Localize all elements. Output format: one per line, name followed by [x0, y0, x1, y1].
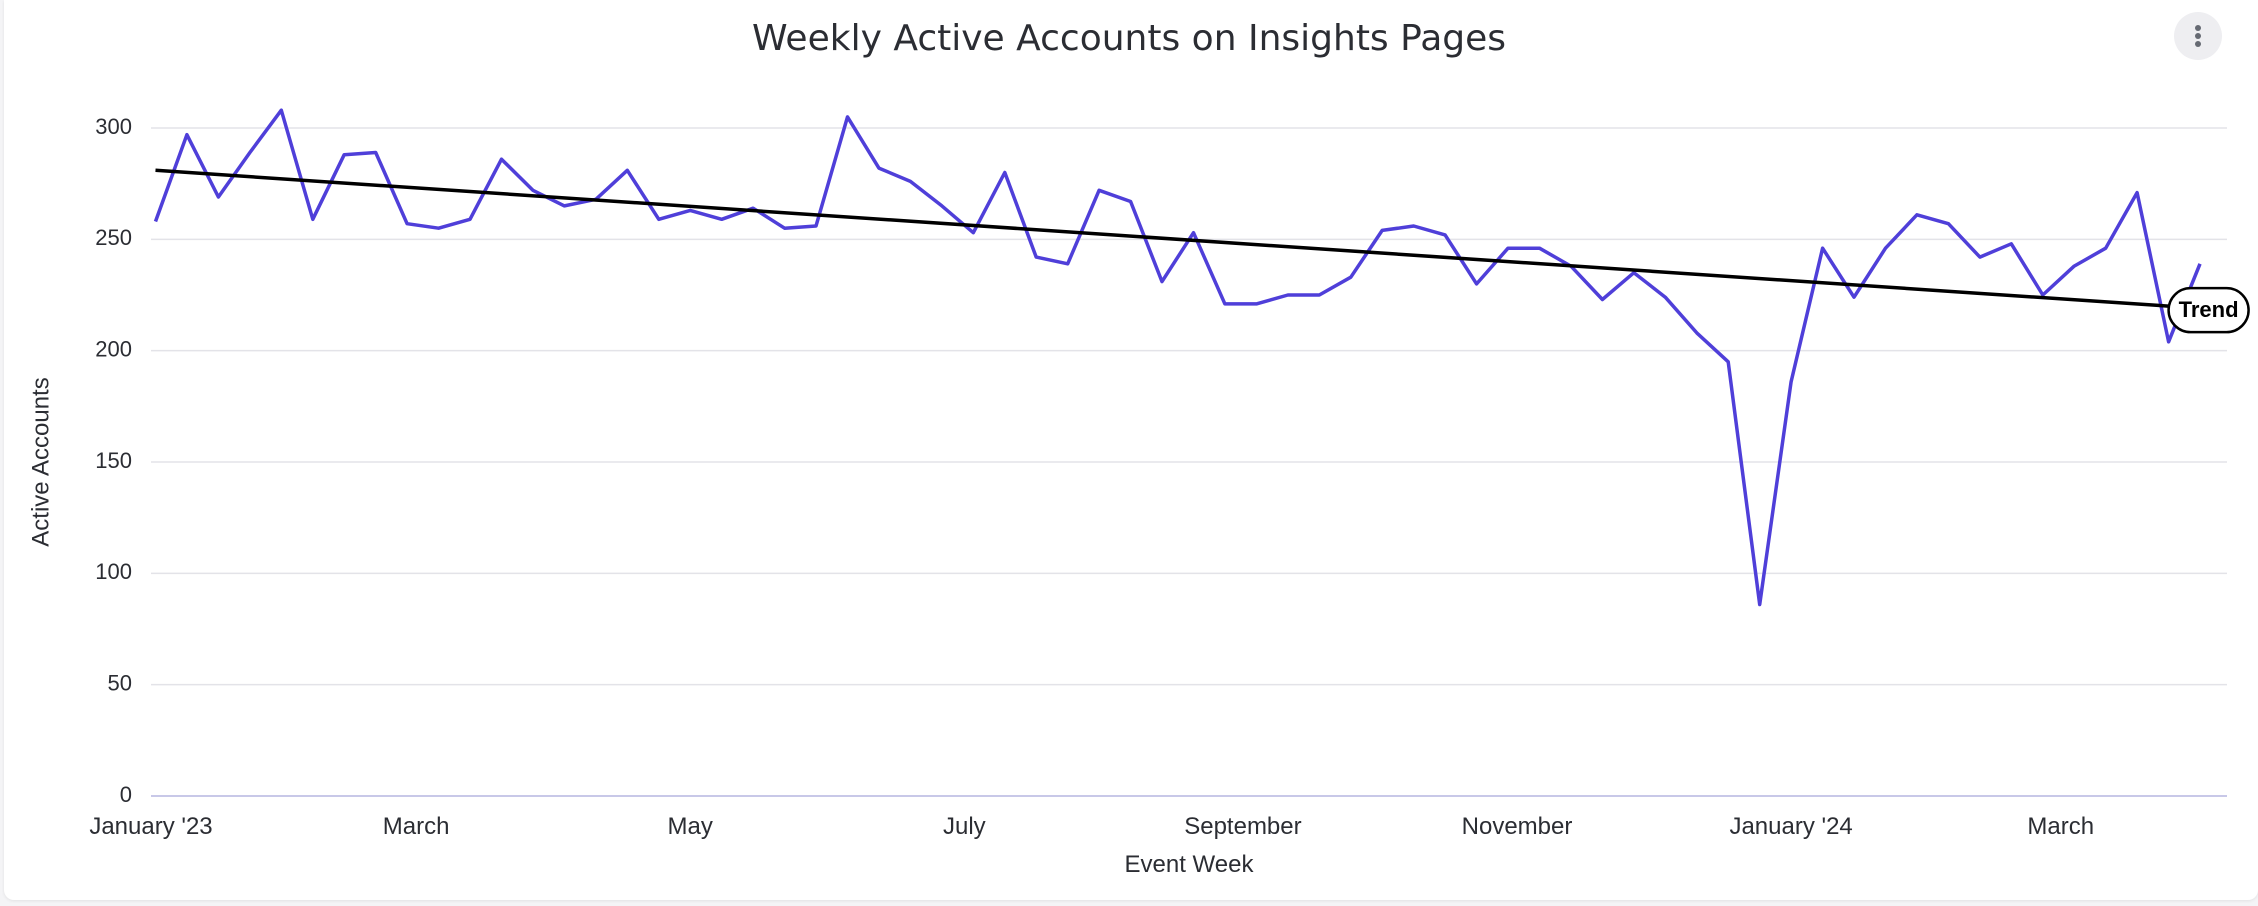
y-axis-ticks: 0 50 100 150 200 250 300: [95, 114, 132, 807]
grid-lines: [151, 127, 2227, 686]
x-axis-label: Event Week: [1125, 851, 1255, 878]
y-tick-label: 300: [95, 114, 132, 139]
y-tick-label: 0: [120, 782, 132, 807]
more-vert-icon-dot: [2195, 33, 2201, 39]
x-tick-label: November: [1462, 813, 1573, 840]
more-vert-icon: [2195, 25, 2201, 31]
more-vert-icon-dot: [2195, 41, 2201, 47]
x-tick-label: January '24: [1729, 813, 1852, 840]
series-line-active-accounts: [153, 108, 2202, 607]
trend-label-box: [2167, 286, 2250, 334]
y-tick-label: 200: [95, 336, 132, 361]
chart-title: Weekly Active Accounts on Insights Pages: [751, 18, 1507, 59]
x-tick-label: January '23: [89, 813, 212, 840]
x-tick-label: July: [943, 813, 986, 840]
more-options-button[interactable]: [2174, 12, 2222, 60]
trend-line: [155, 168, 2169, 308]
y-tick-label: 250: [95, 225, 132, 250]
y-tick-label: 150: [95, 448, 132, 473]
y-tick-label: 50: [108, 670, 132, 695]
x-tick-label: May: [668, 813, 713, 840]
chart-card: Weekly Active Accounts on Insights Pages: [4, 0, 2258, 900]
y-tick-label: 100: [95, 559, 132, 584]
x-tick-label: September: [1184, 813, 1301, 840]
y-axis-label: Active Accounts: [27, 377, 54, 546]
x-axis-ticks: January '23 March May July September November…: [89, 813, 2094, 840]
trend-label: Trend: [2167, 286, 2250, 334]
trend-label-text: Trend: [2179, 297, 2239, 322]
x-tick-label: March: [383, 813, 450, 840]
x-tick-label: March: [2027, 813, 2094, 840]
